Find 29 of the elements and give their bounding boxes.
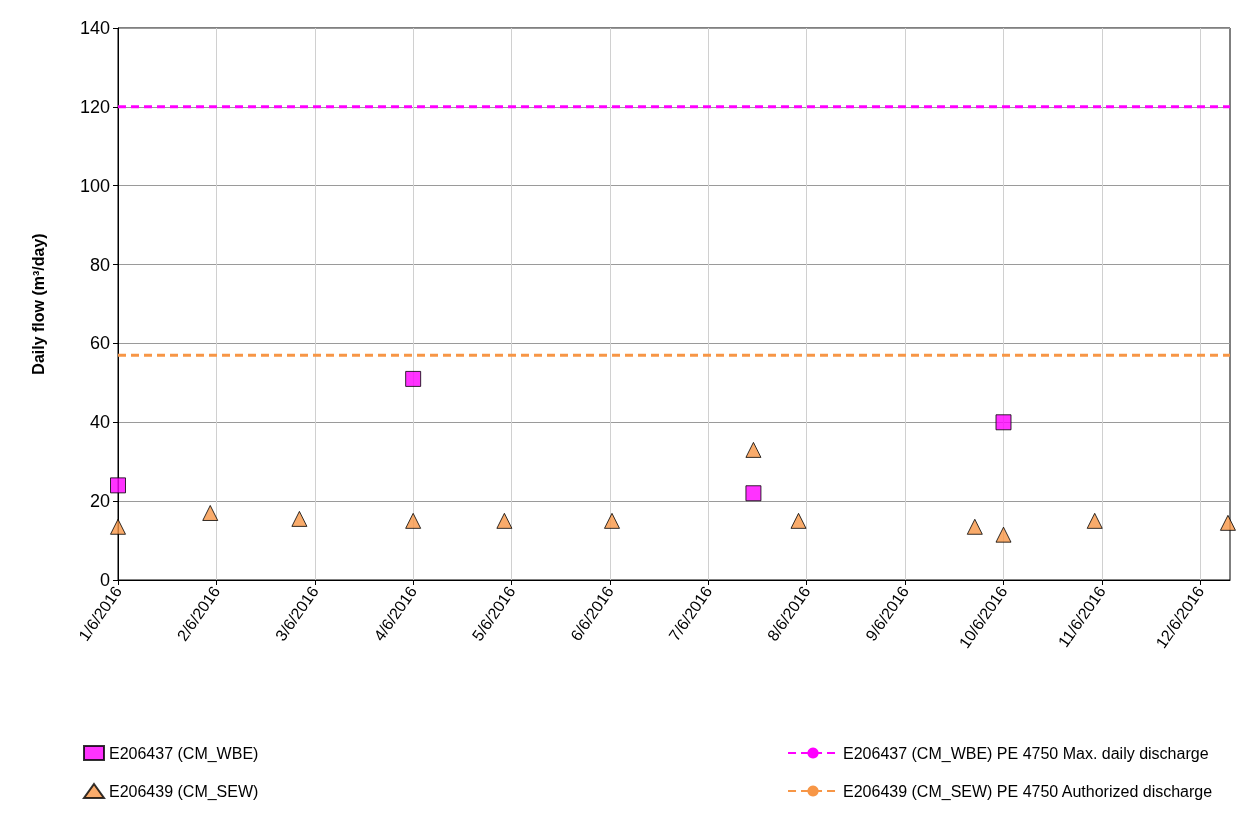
point <box>110 477 126 494</box>
point <box>1219 514 1236 531</box>
point <box>110 518 126 535</box>
legend-label: E206437 (CM_WBE) <box>109 744 259 763</box>
point <box>790 512 807 529</box>
y-tick-label: 100 <box>79 175 110 196</box>
y-tick-label: 120 <box>79 96 110 117</box>
point <box>745 441 762 458</box>
point <box>995 414 1012 431</box>
y-tick-label: 80 <box>89 254 110 275</box>
point <box>496 512 513 529</box>
point <box>405 512 422 529</box>
y-tick-label: 40 <box>89 412 110 433</box>
point <box>745 485 762 502</box>
y-tick-label: 60 <box>89 333 110 354</box>
y-tick-label: 0 <box>99 570 110 590</box>
legend-label: E206439 (CM_SEW) <box>109 782 259 801</box>
point <box>603 512 620 529</box>
point <box>995 526 1012 543</box>
legend-label: E206437 (CM_WBE) PE 4750 Max. daily discharge <box>843 744 1209 763</box>
point <box>966 518 983 535</box>
point <box>291 510 308 527</box>
y-tick-label: 20 <box>89 491 110 512</box>
point <box>1086 512 1103 529</box>
y-tick-label: 140 <box>79 18 110 38</box>
point <box>202 504 219 521</box>
point <box>405 370 422 387</box>
y-axis-title: Daily flow (m³/day) <box>29 233 47 375</box>
legend-label: E206439 (CM_SEW) PE 4750 Authorized discharge <box>843 782 1213 801</box>
